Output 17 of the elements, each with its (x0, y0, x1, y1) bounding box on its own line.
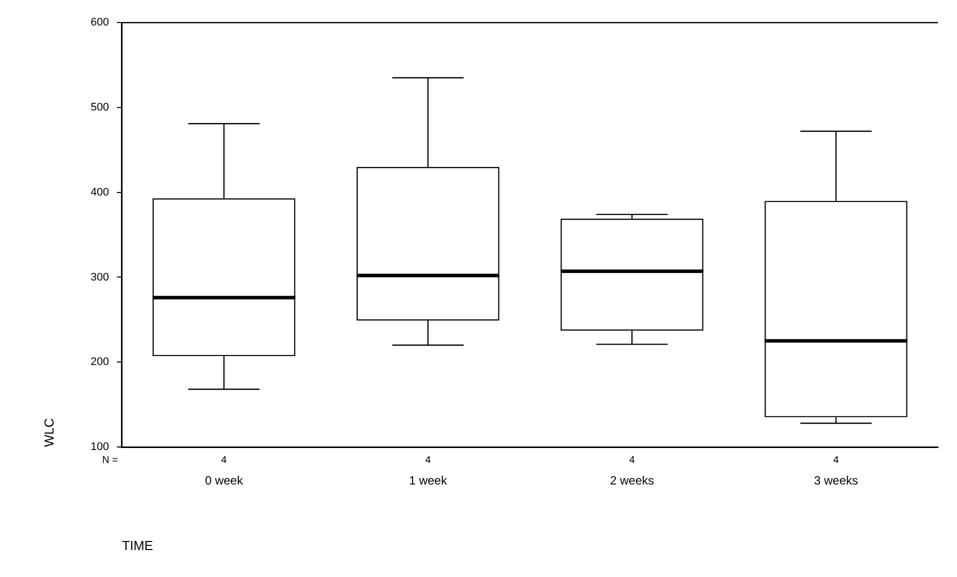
x-tick-label: 0 week (204, 474, 244, 488)
y-axis-title: WLC (41, 418, 56, 447)
y-tick-label: 300 (90, 271, 109, 284)
y-tick-label: 100 (90, 441, 109, 454)
text: 4 (425, 454, 432, 466)
x-tick-label: 3 weeks (814, 474, 858, 488)
x-axis-title: TIME (122, 538, 154, 553)
text: 4 (221, 454, 228, 466)
y-tick-label: 200 (90, 356, 109, 368)
x-tick-label: 1 week (408, 474, 448, 488)
text: 4 (629, 454, 636, 466)
y-tick-label: 600 (90, 16, 109, 29)
text: 4 (833, 454, 840, 466)
x-tick-label: 2 weeks (610, 474, 654, 488)
text: N = (102, 454, 118, 466)
y-tick-label: 400 (90, 186, 109, 198)
y-tick-label: 500 (90, 102, 109, 114)
